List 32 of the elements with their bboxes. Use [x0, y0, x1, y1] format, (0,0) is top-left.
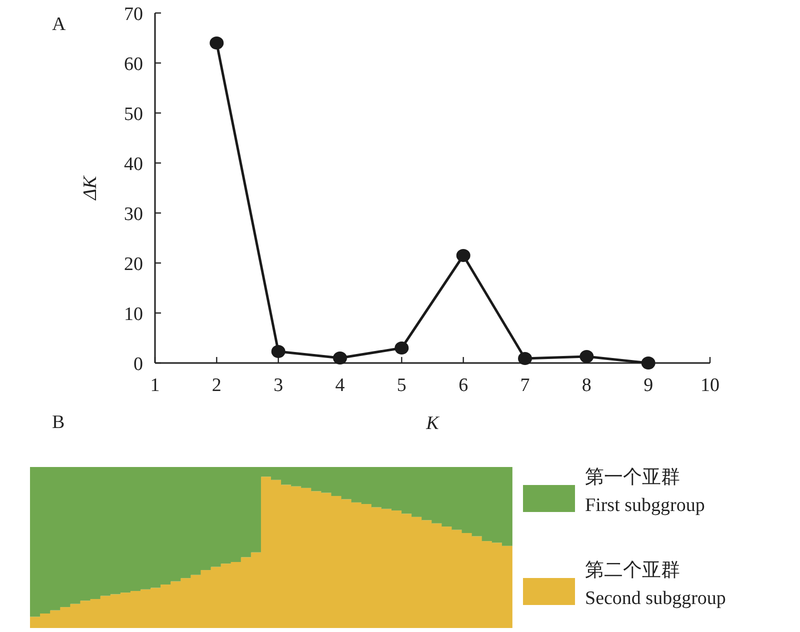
legend-label: 第一个亚群 First subggroup	[585, 467, 705, 516]
x-tick-label: 5	[396, 375, 406, 396]
y-axis-title: ΔK	[80, 174, 101, 201]
y-tick-label: 70	[124, 4, 143, 25]
y-tick-label: 20	[124, 254, 143, 275]
x-tick-label: 8	[582, 375, 592, 396]
point	[210, 36, 224, 50]
x-tick-label: 6	[458, 375, 468, 396]
y-tick-label: 0	[134, 354, 143, 375]
x-tick-label: 7	[520, 375, 530, 396]
point	[456, 249, 470, 262]
legend-label: 第二个亚群 Second subggroup	[585, 560, 726, 609]
point	[580, 350, 594, 363]
y-tick-label: 30	[124, 204, 143, 225]
point	[641, 356, 656, 370]
x-tick-label: 10	[700, 375, 720, 396]
x-tick-label: 2	[212, 375, 222, 396]
y-tick-label: 50	[124, 104, 143, 125]
point	[333, 352, 347, 364]
text: B	[52, 412, 65, 433]
text: A	[52, 14, 66, 35]
x-tick-label: 3	[274, 375, 284, 396]
point	[271, 345, 286, 358]
point	[518, 352, 532, 365]
x-axis-title: K	[425, 413, 440, 434]
y-tick-label: 10	[124, 304, 143, 325]
point	[394, 342, 409, 354]
x-tick-label: 4	[335, 375, 346, 396]
y-tick-label: 40	[124, 154, 143, 175]
y-tick-label: 60	[124, 54, 143, 75]
x-tick-label: 1	[150, 375, 160, 396]
x-tick-label: 9	[644, 375, 654, 396]
